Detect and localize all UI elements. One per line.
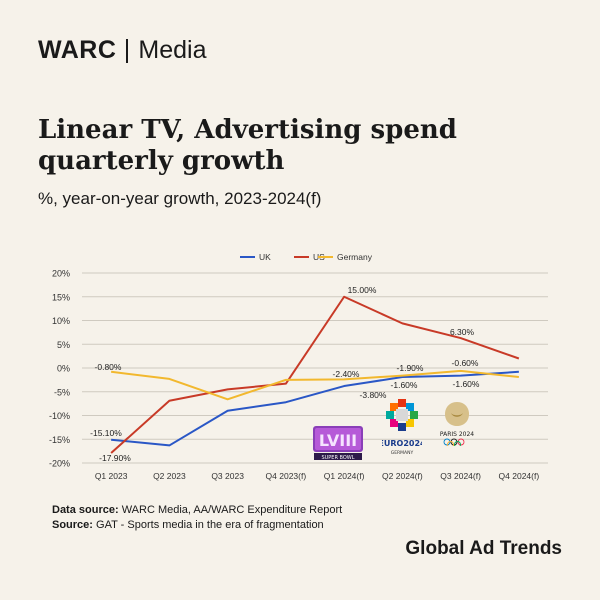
logo-lviii-caption: SUPER BOWL <box>321 455 354 461</box>
data-label: -0.60% <box>452 358 479 368</box>
data-label: -15.10% <box>90 428 122 438</box>
paris2024-logo: PARIS 2024 <box>434 400 480 446</box>
logo-lviii-text: LVIII <box>319 431 357 450</box>
brand-divider <box>126 39 128 63</box>
x-tick-label: Q1 2023 <box>95 471 128 481</box>
x-tick-label: Q2 2024(f) <box>382 471 423 481</box>
data-label: -17.90% <box>99 453 131 463</box>
y-tick-label: -5% <box>54 387 70 397</box>
chart-title: Linear TV, Advertising spend quarterly g… <box>38 115 558 177</box>
x-tick-label: Q2 2023 <box>153 471 186 481</box>
y-tick-label: 5% <box>57 340 70 350</box>
data-source-line: Data source: WARC Media, AA/WARC Expendi… <box>52 503 342 518</box>
line-chart: 20% 15% 10% 5% 0% -5% -10% -15% -20% Q1 2023 Q2 20… <box>0 245 600 495</box>
y-tick-label: 15% <box>52 292 70 302</box>
y-tick-label: -10% <box>49 411 70 421</box>
y-tick-label: 20% <box>52 269 70 279</box>
source-line: Source: GAT - Sports media in the era of… <box>52 518 342 533</box>
logo-paris-text: PARIS 2024 <box>440 431 474 438</box>
legend-label: UK <box>259 252 271 262</box>
data-label: -1.90% <box>397 363 424 373</box>
brand-name: WARC <box>38 36 116 65</box>
data-label: -0.80% <box>95 362 122 372</box>
x-tick-label: Q3 2023 <box>211 471 244 481</box>
euro2024-logo: EURO2024 GERMANY <box>382 397 422 459</box>
legend-label: Germany <box>337 252 373 262</box>
chart-subtitle: %, year-on-year growth, 2023-2024(f) <box>38 189 321 209</box>
data-label: 15.00% <box>348 285 377 295</box>
data-label: -2.40% <box>333 369 360 379</box>
x-tick-label: Q1 2024(f) <box>324 471 365 481</box>
brand-header: WARC Media <box>38 36 206 65</box>
brand-section: Media <box>138 36 206 65</box>
global-ad-trends-mark: Global Ad Trends <box>405 538 562 560</box>
data-label: -1.60% <box>453 379 480 389</box>
logo-euro-caption: GERMANY <box>391 450 414 456</box>
y-tick-label: 10% <box>52 316 70 326</box>
logo-euro-text: EURO2024 <box>382 439 422 448</box>
footer-sources: Data source: WARC Media, AA/WARC Expendi… <box>52 503 342 533</box>
x-tick-label: Q4 2023(f) <box>266 471 307 481</box>
data-label: -1.60% <box>391 380 418 390</box>
super-bowl-logo: LVIII SUPER BOWL <box>312 425 364 461</box>
data-label: 6.30% <box>450 327 475 337</box>
y-tick-label: 0% <box>57 364 70 374</box>
y-tick-label: -20% <box>49 459 70 469</box>
y-tick-label: -15% <box>49 435 70 445</box>
x-tick-label: Q3 2024(f) <box>440 471 481 481</box>
x-tick-label: Q4 2024(f) <box>499 471 540 481</box>
